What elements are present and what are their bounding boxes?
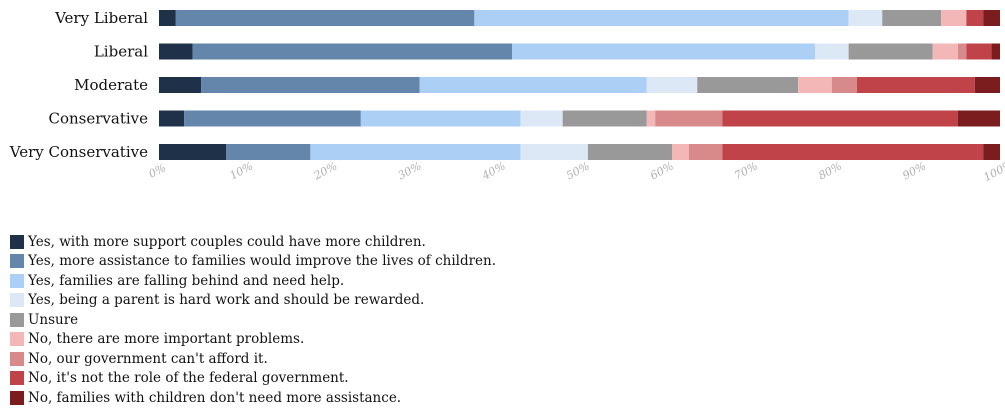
legend-item: No, there are more important problems. xyxy=(10,330,570,350)
bar-segment xyxy=(159,43,193,60)
bar-segment xyxy=(941,10,967,26)
legend-label: Yes, more assistance to families would i… xyxy=(28,253,497,270)
bar-segment xyxy=(201,77,420,93)
stacked-bar-chart: Very Liberal Liberal Moderate Conservative V… xyxy=(9,9,1005,184)
legend-swatch xyxy=(10,351,24,366)
legend-item: Unsure xyxy=(10,310,570,330)
bar-segment xyxy=(419,77,647,93)
bar-segment xyxy=(512,43,815,60)
category-label: Very Conservative xyxy=(9,143,148,161)
bar-segment xyxy=(562,110,647,127)
x-tick-label: 80% xyxy=(816,159,844,182)
x-tick-label: 20% xyxy=(311,159,340,182)
legend-item: No, it's not the role of the federal gov… xyxy=(10,369,570,389)
chart-legend: Yes, with more support couples could hav… xyxy=(10,232,570,408)
bar-segment xyxy=(857,77,975,93)
legend-item: No, families with children don't need mo… xyxy=(10,388,570,408)
bar-segment xyxy=(672,144,689,160)
category-label: Conservative xyxy=(48,110,148,128)
legend-label: No, there are more important problems. xyxy=(28,331,305,348)
bar-segment xyxy=(587,144,673,160)
legend-swatch xyxy=(10,312,24,327)
legend-item: Yes, families are falling behind and nee… xyxy=(10,271,570,291)
bar-segment xyxy=(991,43,1000,60)
legend-swatch xyxy=(10,254,24,269)
x-tick-label: 30% xyxy=(396,159,424,182)
x-tick-label: 70% xyxy=(732,159,760,182)
legend-swatch xyxy=(10,371,24,386)
legend-label: Yes, being a parent is hard work and sho… xyxy=(28,292,425,309)
bar-segment xyxy=(360,110,521,127)
legend-item: Yes, more assistance to families would i… xyxy=(10,252,570,272)
bar-segment xyxy=(831,77,858,93)
legend-item: Yes, with more support couples could hav… xyxy=(10,232,570,252)
bar-segment xyxy=(226,144,311,160)
bar-segment xyxy=(159,10,176,26)
bar-segment xyxy=(192,43,513,60)
bar-segment xyxy=(474,10,849,26)
bar-segment xyxy=(974,77,1000,93)
bar-segment xyxy=(184,110,361,127)
bar-segment xyxy=(966,43,992,60)
legend-swatch xyxy=(10,273,24,288)
bar-segment xyxy=(159,77,202,93)
bar-segment xyxy=(814,43,849,60)
legend-label: No, our government can't afford it. xyxy=(28,350,268,367)
bar-segment xyxy=(932,43,958,60)
legend-label: Yes, families are falling behind and nee… xyxy=(28,272,345,289)
bar-segment xyxy=(722,144,984,160)
bar-segment xyxy=(882,10,942,26)
legend-label: Unsure xyxy=(28,311,79,328)
legend-swatch xyxy=(10,293,24,308)
bar-segment xyxy=(697,77,799,93)
bar-segment xyxy=(957,43,967,60)
bar-segment xyxy=(848,43,933,60)
bar-segment xyxy=(957,110,1000,127)
bar-segment xyxy=(520,110,563,127)
bar-segment xyxy=(983,10,1000,26)
legend-swatch xyxy=(10,234,24,249)
legend-label: No, families with children don't need mo… xyxy=(28,389,402,406)
category-label: Very Liberal xyxy=(54,9,148,27)
x-tick-label: 10% xyxy=(228,159,256,182)
bar-segment xyxy=(646,77,698,93)
x-tick-label: 100% xyxy=(981,158,1005,184)
x-tick-label: 0% xyxy=(147,161,169,181)
bar-segment xyxy=(175,10,475,26)
bar-segment xyxy=(310,144,521,160)
bar-segment xyxy=(848,10,883,26)
legend-label: Yes, with more support couples could hav… xyxy=(28,233,426,250)
bar-segment xyxy=(159,144,227,160)
bar-segment xyxy=(655,110,723,127)
category-label: Moderate xyxy=(74,76,148,94)
x-tick-label: 90% xyxy=(900,159,928,182)
bar-segment xyxy=(798,77,832,93)
bar-segment xyxy=(722,110,958,127)
legend-item: No, our government can't afford it. xyxy=(10,349,570,369)
x-tick-label: 60% xyxy=(648,159,676,182)
legend-swatch xyxy=(10,390,24,405)
bar-segment xyxy=(520,144,588,160)
bar-segment xyxy=(159,110,185,127)
category-label: Liberal xyxy=(94,43,148,61)
bar-segment xyxy=(688,144,723,160)
bar-segment xyxy=(983,144,1000,160)
legend-item: Yes, being a parent is hard work and sho… xyxy=(10,291,570,311)
bar-segment xyxy=(646,110,656,127)
x-tick-label: 40% xyxy=(479,159,508,182)
x-tick-label: 50% xyxy=(564,159,592,182)
bar-segment xyxy=(966,10,984,26)
legend-label: No, it's not the role of the federal gov… xyxy=(28,370,349,387)
legend-swatch xyxy=(10,332,24,347)
